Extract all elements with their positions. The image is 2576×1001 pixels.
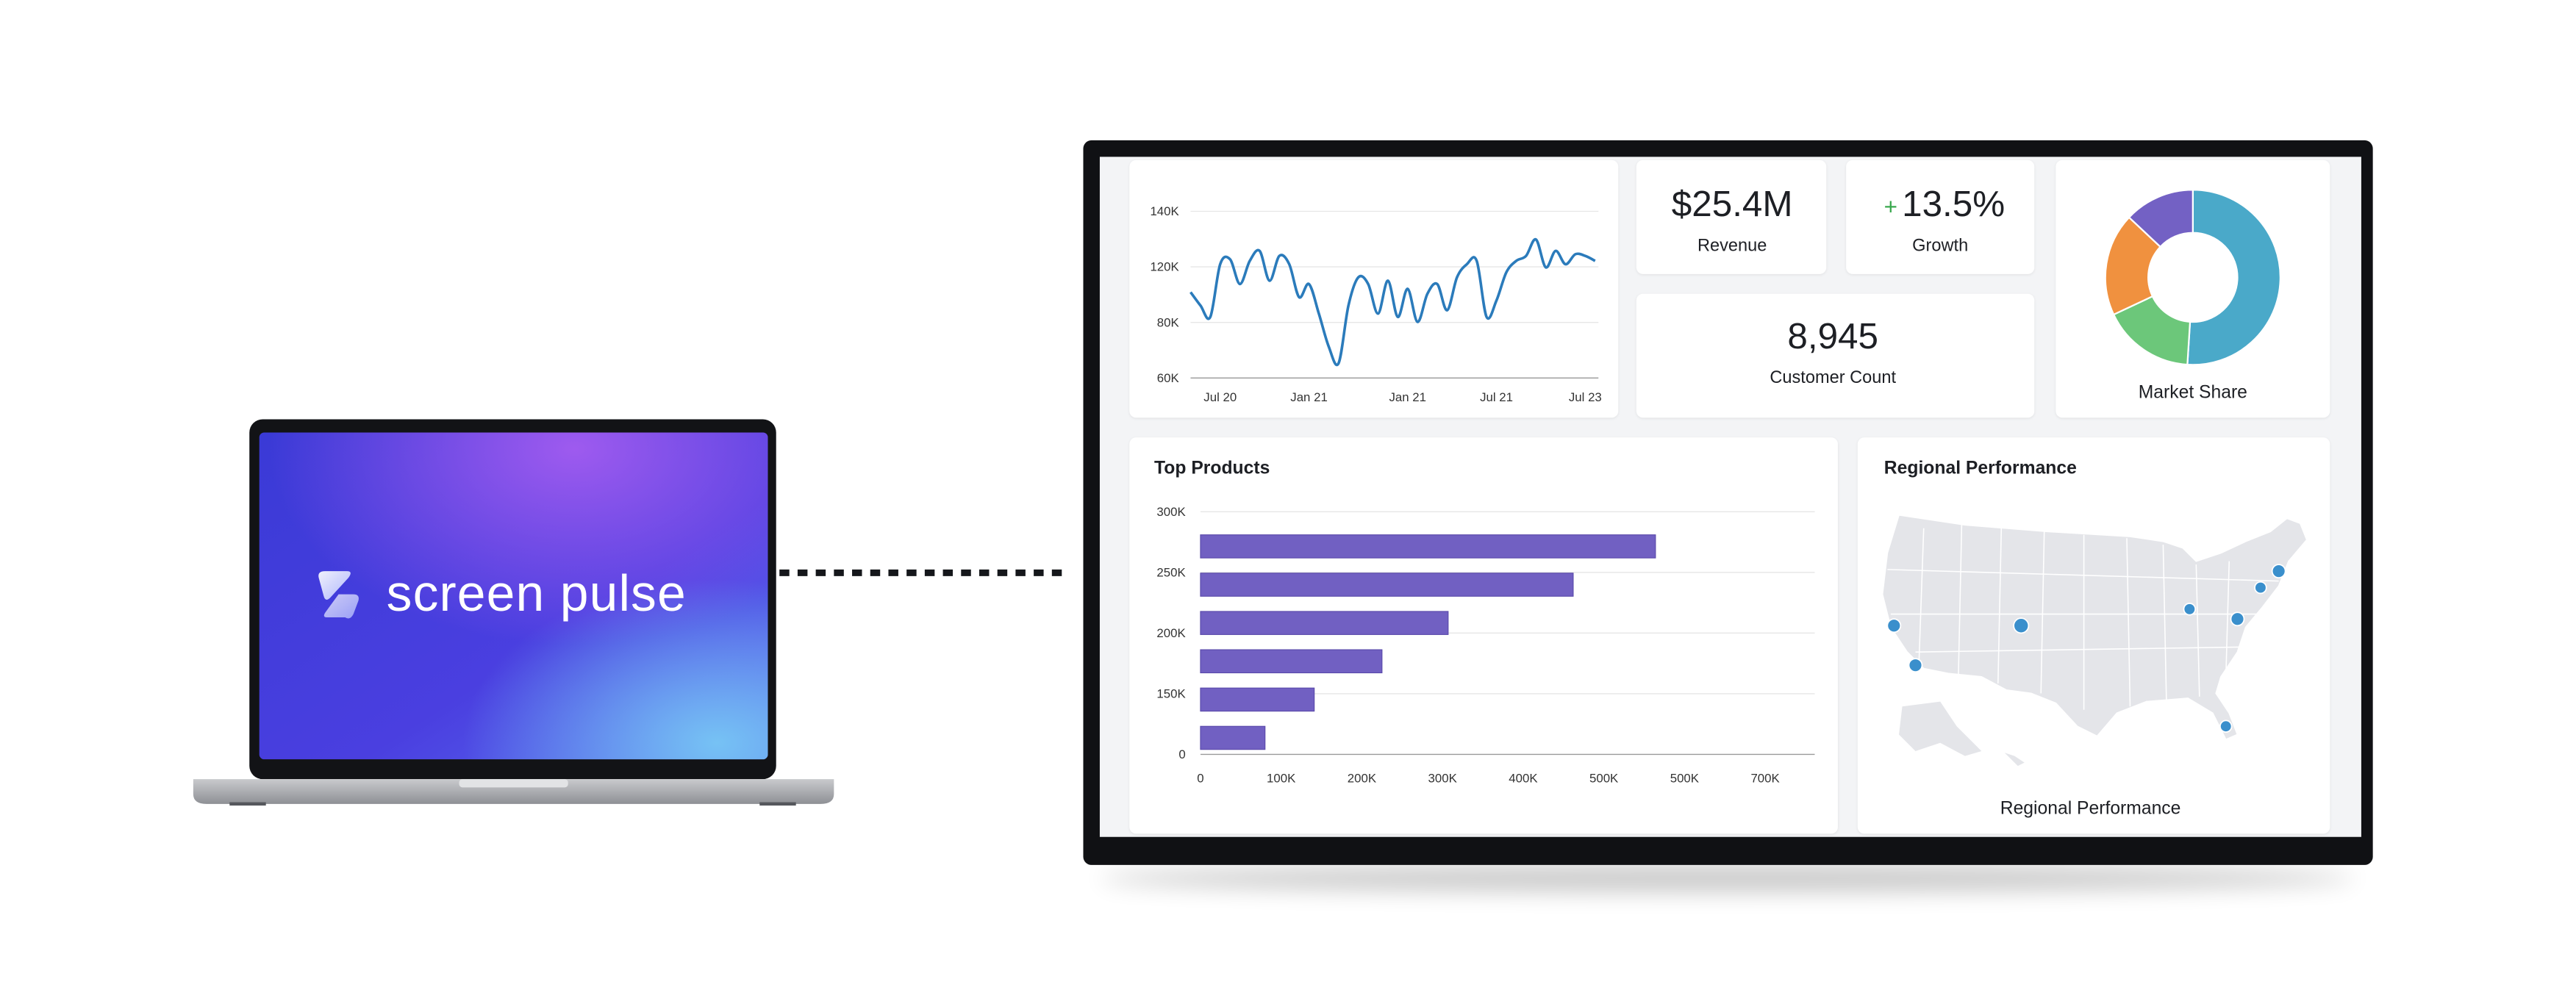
x-axis-label: 300K xyxy=(1428,772,1458,786)
line-series xyxy=(1189,237,1596,367)
kpi-sign: + xyxy=(1884,194,1897,220)
bar xyxy=(1200,534,1656,559)
y-axis-label: 80K xyxy=(1157,315,1180,329)
x-axis-label: 200K xyxy=(1348,772,1377,786)
donut-slice xyxy=(2186,189,2281,366)
card xyxy=(1129,159,1619,418)
y-axis-label: 200K xyxy=(1156,626,1186,640)
x-axis-label: 100K xyxy=(1267,772,1296,786)
x-axis-label: 500K xyxy=(1670,772,1700,786)
x-tick-label: Jul 21 xyxy=(1480,390,1513,404)
bar xyxy=(1200,725,1266,750)
screen-glow xyxy=(259,432,768,760)
laptop-foot xyxy=(229,802,266,806)
x-tick-label: Jul 23 xyxy=(1569,390,1602,404)
monitor-shadow xyxy=(1099,864,2355,891)
brand-name: screen pulse xyxy=(387,564,687,622)
bar xyxy=(1200,687,1315,712)
card xyxy=(1129,437,1838,834)
chart-title: Top Products xyxy=(1154,459,1270,478)
y-axis-label: 0 xyxy=(1178,747,1185,761)
y-axis-label: 120K xyxy=(1150,260,1179,274)
kpi-value: $25.4M xyxy=(1672,184,1793,224)
x-axis-label: 700K xyxy=(1750,772,1780,786)
x-tick-label: Jan 21 xyxy=(1290,390,1328,404)
chart-title: Market Share xyxy=(2139,382,2247,402)
bar xyxy=(1200,573,1574,597)
x-axis-label: 400K xyxy=(1509,772,1538,786)
x-axis-label: 500K xyxy=(1589,772,1619,786)
kpi-label: Customer Count xyxy=(1770,367,1896,387)
y-axis-label: 150K xyxy=(1156,687,1186,701)
laptop-base xyxy=(193,779,834,804)
map-caption: Regional Performance xyxy=(2000,798,2181,818)
bar xyxy=(1200,649,1383,674)
card-title: Regional Performance xyxy=(1884,459,2077,478)
x-axis-label: 0 xyxy=(1197,772,1203,786)
us-map xyxy=(1881,514,2308,767)
card xyxy=(1636,159,1827,274)
y-axis-label: 300K xyxy=(1156,505,1186,519)
donut-slice xyxy=(2128,189,2194,248)
brand-icon xyxy=(318,571,359,619)
x-tick-label: Jul 20 xyxy=(1203,390,1237,404)
y-axis-label: 140K xyxy=(1150,204,1179,218)
bar xyxy=(1200,611,1449,635)
laptop: screen pulse xyxy=(193,419,834,806)
laptop-notch xyxy=(459,779,568,788)
card xyxy=(1636,293,2035,418)
laptop-foot xyxy=(759,802,796,806)
card xyxy=(1846,159,2035,274)
x-tick-label: Jan 21 xyxy=(1389,390,1426,404)
kpi-value: 8,945 xyxy=(1787,316,1878,356)
y-axis-label: 60K xyxy=(1157,371,1180,385)
kpi-label: Revenue xyxy=(1697,235,1767,254)
kpi-label: Growth xyxy=(1912,235,1968,254)
y-axis-label: 250K xyxy=(1156,565,1186,579)
kpi-value: 13.5% xyxy=(1902,184,2005,224)
